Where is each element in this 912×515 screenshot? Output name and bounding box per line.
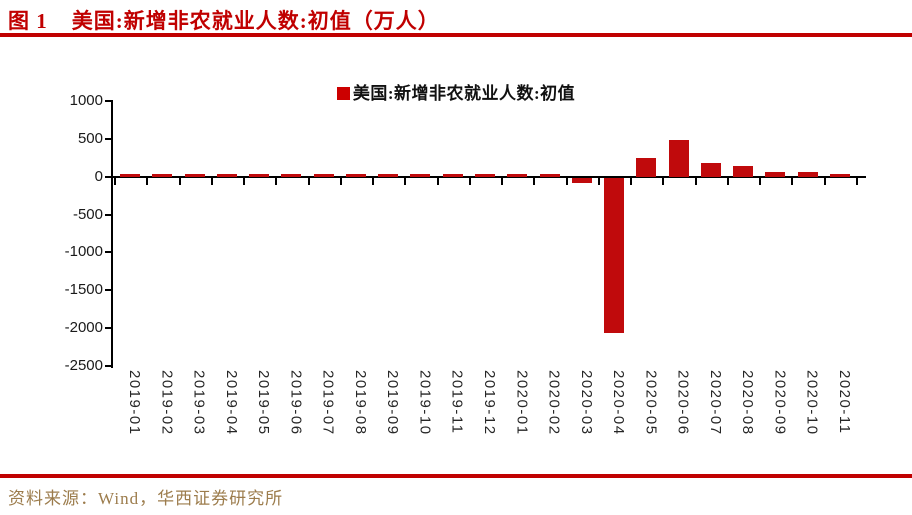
x-axis-label: 2019-04 xyxy=(222,370,240,436)
x-axis-tick xyxy=(694,177,697,185)
bar xyxy=(378,173,399,177)
y-axis-label: -1500 xyxy=(64,281,103,299)
y-axis-label: 0 xyxy=(94,167,103,185)
x-axis-line xyxy=(111,175,866,178)
y-axis-tick xyxy=(105,289,111,292)
bar xyxy=(636,157,657,177)
y-axis-tick xyxy=(105,100,111,102)
y-axis-tick xyxy=(105,365,111,367)
bar xyxy=(184,173,205,177)
x-axis-tick xyxy=(307,177,310,185)
x-axis-label: 2020-10 xyxy=(803,370,821,436)
x-axis-label: 2020-06 xyxy=(674,370,692,436)
x-axis-tick xyxy=(823,177,826,185)
y-axis-tick xyxy=(105,137,111,140)
y-axis-label: -500 xyxy=(72,205,103,223)
source-note: 资料来源：Wind，华西证券研究所 xyxy=(8,489,284,508)
x-axis-tick xyxy=(114,177,116,185)
bar xyxy=(313,173,334,177)
x-axis-tick xyxy=(339,177,342,185)
footer-rule xyxy=(0,474,912,478)
x-axis-label: 2019-06 xyxy=(287,370,305,436)
bar xyxy=(120,173,141,177)
x-axis-label: 2019-05 xyxy=(255,370,273,436)
x-axis-label: 2020-03 xyxy=(577,370,595,436)
y-axis-label: 500 xyxy=(77,129,103,147)
x-axis-tick xyxy=(436,177,439,185)
x-axis-label: 2020-02 xyxy=(545,370,563,436)
x-axis-tick xyxy=(468,177,471,185)
bar xyxy=(474,173,495,177)
x-axis-tick xyxy=(372,177,375,185)
bar xyxy=(539,173,560,177)
x-axis-label: 2019-08 xyxy=(351,370,369,436)
figure-number: 图 1 xyxy=(8,9,48,33)
x-axis-tick xyxy=(501,177,504,185)
x-axis-label: 2019-11 xyxy=(448,370,466,435)
x-axis-label: 2020-09 xyxy=(771,370,789,436)
y-axis-label: -2000 xyxy=(64,319,103,337)
y-axis-tick xyxy=(105,327,111,330)
x-axis-tick xyxy=(146,177,149,185)
x-axis-tick xyxy=(791,177,794,185)
chart-legend: 美国:新增非农就业人数:初值 xyxy=(0,79,912,104)
x-axis-label: 2019-07 xyxy=(319,370,337,436)
x-axis-label: 2019-09 xyxy=(384,370,402,436)
x-axis-tick xyxy=(404,177,407,185)
figure-title: 图 1 美国:新增非农就业人数:初值（万人） xyxy=(8,5,440,35)
bar xyxy=(410,173,431,177)
x-axis-label: 2020-07 xyxy=(706,370,724,436)
bar xyxy=(507,173,528,177)
bar xyxy=(249,173,270,177)
bar xyxy=(442,173,463,177)
x-axis-label: 2019-03 xyxy=(190,370,208,436)
x-axis-label: 2020-11 xyxy=(835,370,853,435)
y-axis-tick xyxy=(105,213,111,216)
x-axis-label: 2020-05 xyxy=(642,370,660,436)
x-axis-tick xyxy=(178,177,181,185)
y-axis-tick xyxy=(105,175,111,178)
bar xyxy=(216,173,237,177)
figure-title-text: 美国:新增非农就业人数:初值（万人） xyxy=(71,9,440,33)
bar xyxy=(604,177,625,333)
x-axis-tick xyxy=(759,177,762,185)
x-axis-label: 2020-04 xyxy=(610,370,628,436)
title-underline xyxy=(0,33,912,37)
x-axis-label: 2019-02 xyxy=(158,370,176,436)
bar xyxy=(765,171,786,177)
x-axis-tick xyxy=(855,177,858,185)
x-axis-tick xyxy=(275,177,278,185)
x-axis-tick xyxy=(630,177,633,185)
legend-swatch-icon xyxy=(336,87,350,100)
x-axis-label: 2020-01 xyxy=(513,370,531,436)
x-axis-tick xyxy=(662,177,665,185)
bar xyxy=(733,166,754,177)
x-axis-tick xyxy=(597,177,600,185)
y-axis-label: 1000 xyxy=(69,92,103,109)
y-axis-label: -1000 xyxy=(64,243,103,261)
x-axis-tick xyxy=(726,177,729,185)
bar xyxy=(571,177,592,183)
bar xyxy=(829,173,850,177)
x-axis-tick xyxy=(565,177,568,185)
y-axis-line xyxy=(111,100,113,368)
bar xyxy=(668,140,689,177)
x-axis-tick xyxy=(533,177,536,185)
bar xyxy=(345,173,366,177)
x-axis-label: 2019-12 xyxy=(480,370,498,436)
legend-label: 美国:新增非农就业人数:初值 xyxy=(352,84,576,103)
x-axis-label: 2019-01 xyxy=(126,370,144,436)
y-axis-tick xyxy=(105,251,111,254)
x-axis-tick xyxy=(210,177,213,185)
x-axis-tick xyxy=(243,177,246,185)
y-axis-label: -2500 xyxy=(64,357,103,374)
bar xyxy=(152,173,173,177)
bar xyxy=(281,173,302,177)
x-axis-label: 2019-10 xyxy=(416,370,434,436)
x-axis-label: 2020-08 xyxy=(739,370,757,436)
bar xyxy=(797,171,818,177)
bar xyxy=(700,163,721,177)
